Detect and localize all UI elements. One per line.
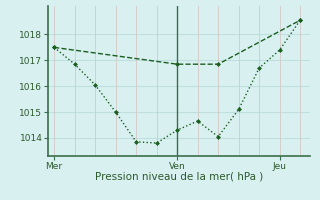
X-axis label: Pression niveau de la mer( hPa ): Pression niveau de la mer( hPa ): [95, 172, 263, 182]
